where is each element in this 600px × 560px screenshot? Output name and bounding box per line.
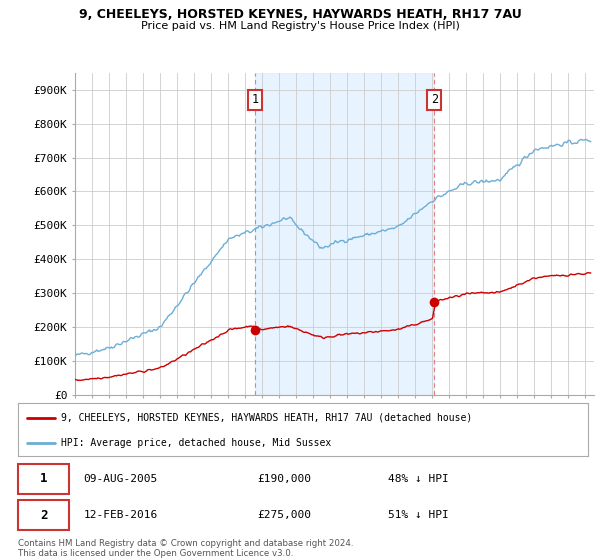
Text: 51% ↓ HPI: 51% ↓ HPI bbox=[389, 510, 449, 520]
Text: £190,000: £190,000 bbox=[257, 474, 311, 484]
Text: 1: 1 bbox=[252, 94, 259, 106]
Text: 2: 2 bbox=[431, 94, 438, 106]
Bar bbox=[256, 73, 434, 395]
Text: 12-FEB-2016: 12-FEB-2016 bbox=[83, 510, 158, 520]
Text: £275,000: £275,000 bbox=[257, 510, 311, 520]
Text: 2: 2 bbox=[40, 508, 47, 522]
Text: Contains HM Land Registry data © Crown copyright and database right 2024.
This d: Contains HM Land Registry data © Crown c… bbox=[18, 539, 353, 558]
Text: 1: 1 bbox=[40, 472, 47, 486]
Text: 48% ↓ HPI: 48% ↓ HPI bbox=[389, 474, 449, 484]
Text: 9, CHEELEYS, HORSTED KEYNES, HAYWARDS HEATH, RH17 7AU: 9, CHEELEYS, HORSTED KEYNES, HAYWARDS HE… bbox=[79, 8, 521, 21]
Text: 09-AUG-2005: 09-AUG-2005 bbox=[83, 474, 158, 484]
Text: 9, CHEELEYS, HORSTED KEYNES, HAYWARDS HEATH, RH17 7AU (detached house): 9, CHEELEYS, HORSTED KEYNES, HAYWARDS HE… bbox=[61, 413, 472, 423]
Text: HPI: Average price, detached house, Mid Sussex: HPI: Average price, detached house, Mid … bbox=[61, 438, 331, 448]
Text: Price paid vs. HM Land Registry's House Price Index (HPI): Price paid vs. HM Land Registry's House … bbox=[140, 21, 460, 31]
FancyBboxPatch shape bbox=[18, 464, 70, 494]
FancyBboxPatch shape bbox=[18, 500, 70, 530]
